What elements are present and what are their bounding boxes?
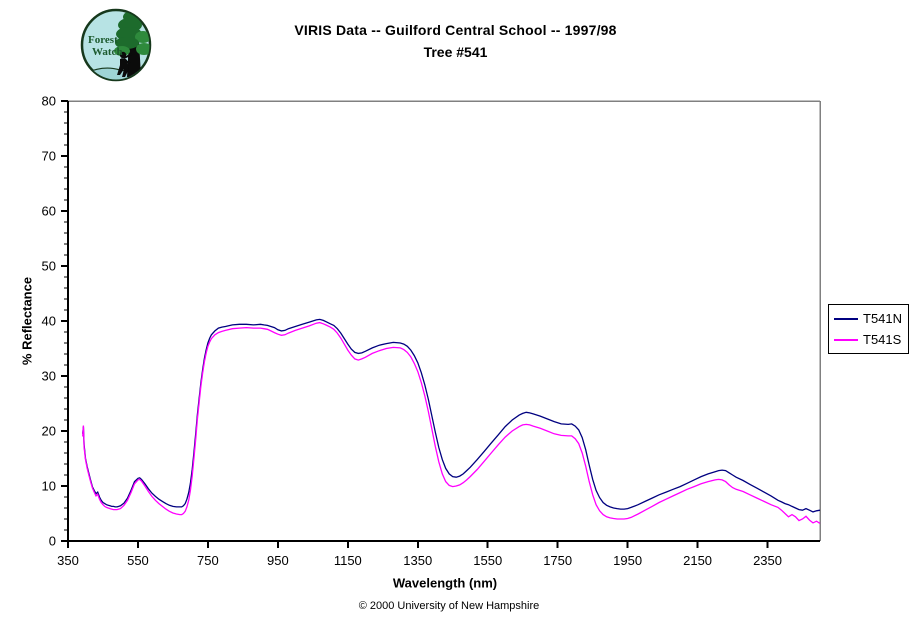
legend-item-t541n: T541N [829, 311, 908, 326]
x-tick-label-350: 350 [57, 553, 79, 568]
y-axis-title: % Reflectance [19, 276, 35, 366]
legend-label-t541s: T541S [863, 332, 902, 347]
x-tick-label-1150: 1150 [334, 553, 362, 568]
legend: T541N T541S [828, 304, 909, 354]
x-axis-title: Wavelength (nm) [392, 575, 498, 591]
y-tick-label-70: 70 [42, 149, 56, 164]
x-tick-label-1350: 1350 [403, 553, 432, 568]
x-tick-label-1950: 1950 [613, 553, 642, 568]
logo-person [117, 51, 133, 77]
y-tick-label-50: 50 [42, 259, 56, 274]
y-tick-label-30: 30 [42, 369, 56, 384]
logo-text-line1: Forest [88, 34, 118, 46]
x-tick-label-550: 550 [127, 553, 149, 568]
legend-label-t541n: T541N [863, 311, 903, 326]
x-tick-label-950: 950 [267, 553, 289, 568]
forest-watch-logo: Forest Watch [80, 7, 152, 83]
legend-item-t541s: T541S [829, 332, 908, 347]
y-tick-label-40: 40 [42, 314, 56, 329]
x-tick-label-1750: 1750 [543, 553, 572, 568]
forest-watch-logo-image: Forest Watch [80, 8, 152, 82]
series-line-t541n [82, 318, 821, 513]
x-tick-label-750: 750 [197, 553, 219, 568]
y-tick-label-60: 60 [42, 204, 56, 219]
copyright-text: © 2000 University of New Hampshire [358, 600, 540, 612]
y-tick-label-80: 80 [42, 94, 56, 109]
chart-title: VIRIS Data -- Guilford Central School --… [294, 22, 617, 38]
logo-text-line2: Watch [92, 46, 123, 58]
y-tick-label-20: 20 [42, 424, 56, 439]
legend-line-t541s [834, 338, 858, 341]
y-tick-label-0: 0 [49, 534, 56, 549]
chart-subtitle: Tree #541 [423, 44, 488, 60]
y-tick-label-10: 10 [42, 479, 56, 494]
x-tick-label-2150: 2150 [683, 553, 712, 568]
series-line-t541s [82, 321, 821, 524]
x-tick-label-2350: 2350 [753, 553, 782, 568]
logo-tree-foliage [114, 11, 150, 56]
x-tick-label-1550: 1550 [473, 553, 502, 568]
legend-line-t541n [834, 317, 858, 320]
